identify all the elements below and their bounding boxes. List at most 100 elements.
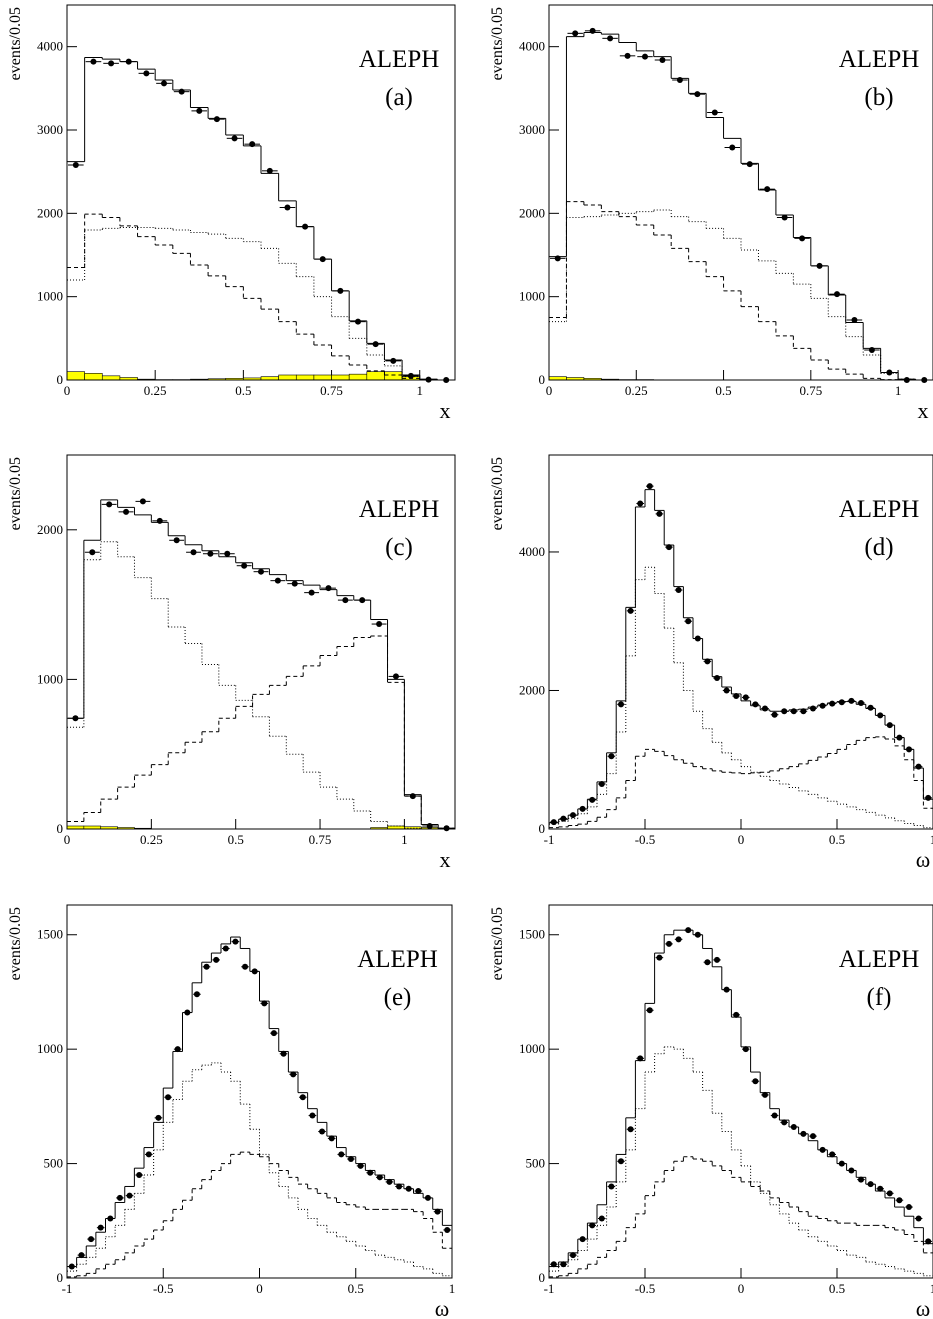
data-point (424, 1194, 431, 1201)
data-point (838, 699, 845, 706)
y-axis-label: events/0.05 (489, 457, 506, 530)
x-tick-label: 0 (256, 1281, 263, 1296)
data-point (867, 704, 874, 711)
annotation: ALEPH (359, 496, 440, 523)
data-point (560, 815, 567, 822)
panel: 0 1000 2000 0 0.25 0.5 0.75 1 events/0.05 x ALEPH (… (7, 454, 456, 872)
data-point (173, 537, 180, 544)
data-point (618, 1158, 624, 1165)
panel: 0 500 1000 1500 -1 -0.5 0 0.5 1 events/0.05 ω ALEPH… (7, 904, 455, 1319)
y-tick-label: 1000 (37, 1041, 63, 1056)
y-tick-label: 0 (57, 372, 64, 387)
data-point (270, 1030, 277, 1037)
x-tick-label: 0.5 (829, 832, 845, 847)
x-tick-label: 0.25 (140, 832, 163, 847)
x-axis-label: ω (435, 1296, 449, 1319)
data-point (790, 708, 797, 715)
data-point (867, 1181, 874, 1188)
data-point (328, 1135, 335, 1142)
data-point (560, 1261, 567, 1268)
data-point (925, 1238, 932, 1245)
data-point (376, 1174, 383, 1181)
annotation: ALEPH (839, 946, 920, 973)
x-tick-label: 0.5 (715, 383, 731, 398)
y-tick-label: 1000 (519, 1041, 545, 1056)
annotation: (a) (385, 84, 413, 111)
data-point (764, 186, 771, 193)
fill-bar (84, 373, 103, 381)
data-point (409, 793, 416, 800)
data-point (261, 1000, 268, 1007)
data-point (434, 1208, 441, 1215)
data-point (249, 141, 256, 148)
x-tick-label: 0 (738, 1281, 745, 1296)
data-point (107, 1215, 114, 1222)
data-point (68, 1263, 75, 1270)
data-point (598, 780, 605, 787)
data-point (762, 1091, 768, 1098)
data-point (372, 341, 379, 348)
data-point (685, 927, 692, 934)
data-point (72, 715, 79, 722)
data-point (337, 287, 344, 294)
data-point (810, 1133, 816, 1140)
data-point (325, 585, 332, 592)
x-tick-label: -1 (544, 832, 555, 847)
data-point (915, 1215, 922, 1222)
x-tick-label: 0.75 (320, 383, 343, 398)
panel: 0 2000 4000 -1 -0.5 0 0.5 1 events/0.05 ω ALEPH (d) (489, 454, 933, 872)
x-tick-label: 1 (930, 832, 933, 847)
data-point (222, 945, 229, 952)
y-tick-label: 500 (44, 1156, 64, 1171)
y-tick-label: 2000 (519, 682, 545, 697)
plot-frame (548, 454, 933, 830)
panel: 0 500 1000 1500 -1 -0.5 0 0.5 1 events/0.05 ω ALEPH… (489, 904, 933, 1319)
data-point (848, 697, 855, 704)
data-point (925, 794, 932, 801)
data-point (646, 1007, 653, 1014)
y-tick-label: 1000 (37, 671, 63, 686)
data-point (241, 562, 248, 569)
data-point (810, 705, 816, 712)
data-point (579, 1236, 586, 1243)
y-tick-label: 0 (57, 1270, 64, 1285)
data-point (90, 58, 97, 65)
data-point (676, 77, 683, 83)
data-point (579, 805, 586, 812)
data-point (627, 607, 634, 614)
data-point (877, 1185, 884, 1192)
annotation: ALEPH (357, 946, 438, 973)
data-point (367, 1169, 374, 1176)
data-point (342, 597, 349, 604)
data-point (156, 517, 163, 524)
data-point (886, 369, 893, 376)
data-point (781, 214, 788, 221)
x-tick-label: -0.5 (635, 1281, 656, 1296)
data-point (723, 687, 730, 694)
panel: 0 1000 2000 3000 4000 0 0.25 0.5 0.75 1 events/0.0… (7, 4, 456, 423)
data-point (915, 763, 922, 770)
data-point (704, 658, 711, 665)
y-axis-label: events/0.05 (7, 457, 24, 530)
annotation: (e) (384, 984, 412, 1011)
data-point (116, 1194, 123, 1201)
x-tick-label: 0.25 (625, 383, 648, 398)
data-point (816, 262, 823, 269)
data-point (126, 1192, 133, 1199)
data-point (78, 1252, 85, 1259)
data-point (190, 549, 197, 556)
data-point (284, 204, 291, 211)
data-point (624, 52, 631, 59)
data-point (858, 699, 864, 706)
data-point (800, 1130, 807, 1137)
data-point (145, 1151, 152, 1158)
data-point (733, 693, 740, 700)
annotation: ALEPH (839, 46, 920, 73)
data-point (781, 708, 788, 715)
fill-bar (366, 371, 385, 381)
data-point (790, 1123, 797, 1130)
y-tick-label: 2000 (519, 205, 545, 220)
annotation: (f) (867, 984, 892, 1011)
data-point (89, 549, 96, 556)
